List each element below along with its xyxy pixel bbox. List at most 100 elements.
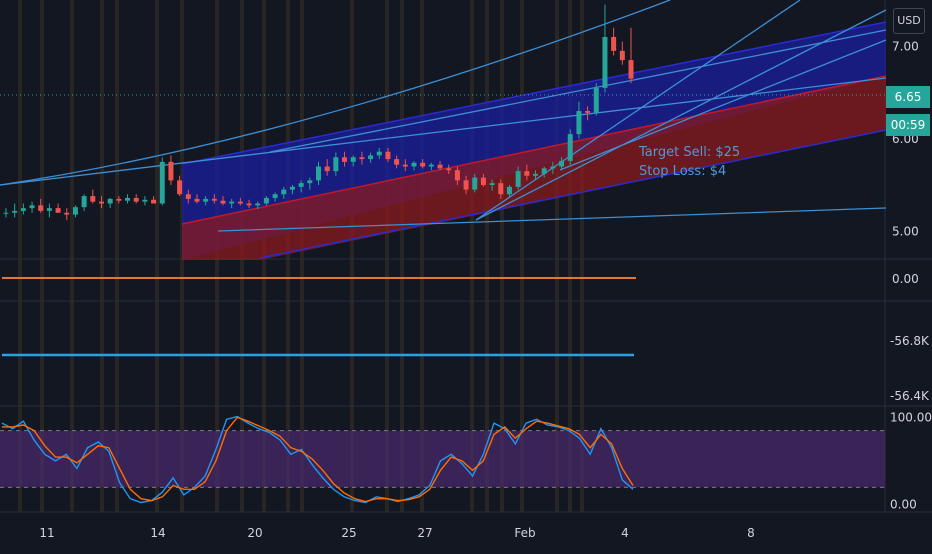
stoch-k-line <box>1 415 634 504</box>
candle-body <box>246 203 252 206</box>
session-stripe <box>520 0 524 512</box>
stoch-axis-label: 0.00 <box>890 497 917 511</box>
session-stripe <box>18 0 22 512</box>
session-stripe <box>40 0 44 512</box>
time-axis-label: 27 <box>417 526 432 540</box>
session-stripe <box>100 0 104 512</box>
session-stripe <box>500 0 504 512</box>
candle-body <box>38 205 44 211</box>
trendline-upper <box>269 29 887 153</box>
trendline-short <box>559 39 887 171</box>
candle-body <box>125 197 131 201</box>
candle-body <box>420 162 426 167</box>
candle-body <box>116 198 122 201</box>
candle-body <box>29 205 35 209</box>
candle-body <box>576 111 582 135</box>
candle-body <box>489 183 495 185</box>
candle-body <box>46 208 52 211</box>
session-stripe <box>115 0 119 512</box>
candle-body <box>437 164 443 169</box>
time-axis-label: 8 <box>747 526 755 540</box>
last-price-tag: 6.65 <box>886 86 930 108</box>
candle-body <box>585 111 591 113</box>
session-stripe <box>400 0 404 512</box>
candle-body <box>385 151 391 160</box>
session-stripe <box>485 0 489 512</box>
candle-body <box>64 212 70 215</box>
candle-body <box>628 60 634 79</box>
session-stripe <box>350 0 354 512</box>
candle-body <box>55 208 61 213</box>
candle-body <box>611 37 617 51</box>
candle-body <box>593 87 599 113</box>
session-stripe <box>580 0 584 512</box>
candle-body <box>567 134 573 161</box>
candle-body <box>220 200 226 204</box>
time-axis-label: 4 <box>621 526 629 540</box>
session-stripe <box>155 0 159 512</box>
time-axis-label: 20 <box>247 526 262 540</box>
session-stripe <box>286 0 290 512</box>
candle-body <box>81 196 87 208</box>
candle-body <box>550 166 556 169</box>
candle-body <box>211 198 217 201</box>
candle-body <box>203 198 209 202</box>
candle-body <box>454 170 460 181</box>
candle-body <box>185 194 191 199</box>
countdown-tag: 00:59 <box>886 114 930 136</box>
candle-body <box>229 201 235 204</box>
target-annotation: Target Sell: $25 <box>639 145 741 160</box>
candle-body <box>289 186 295 190</box>
session-stripe <box>568 0 572 512</box>
candle-body <box>524 171 530 176</box>
candle-body <box>359 157 365 160</box>
stoch-axis-label: 100.00 <box>890 411 932 425</box>
indicator2-axis-label: -56.8K <box>890 334 930 348</box>
session-stripe <box>70 0 74 512</box>
candle-body <box>281 189 287 195</box>
candle-body <box>307 180 313 184</box>
session-stripe <box>385 0 389 512</box>
candle-body <box>506 186 512 195</box>
candle-body <box>12 210 18 213</box>
candle-body <box>446 168 452 171</box>
candle-body <box>619 50 625 61</box>
channel-lower-line <box>259 129 887 259</box>
indicator1-axis-label: 0.00 <box>892 272 919 286</box>
candle-body <box>428 164 434 167</box>
candle-body <box>333 157 339 172</box>
time-axis-label: Feb <box>514 526 535 540</box>
candle-body <box>107 198 113 204</box>
candle-body <box>168 161 174 181</box>
candle-body <box>559 160 565 167</box>
candle-body <box>3 212 9 214</box>
candle-body <box>20 208 26 211</box>
indicator2-axis-label: -56.4K <box>890 389 930 403</box>
candle-body <box>194 198 200 202</box>
candle-body <box>263 197 269 204</box>
candle-body <box>272 194 278 198</box>
candle-body <box>298 183 304 187</box>
candle-body <box>394 159 400 165</box>
channel-lower-fill <box>182 76 886 260</box>
time-axis-label: 25 <box>341 526 356 540</box>
currency-button[interactable]: USD <box>893 8 925 34</box>
price-axis-label: 7.00 <box>892 39 919 53</box>
time-axis-label: 11 <box>39 526 54 540</box>
candle-body <box>411 162 417 167</box>
trendline-fan <box>475 9 887 221</box>
candle-body <box>541 168 547 174</box>
session-stripe <box>420 0 424 512</box>
trendline-long <box>0 77 887 186</box>
stoch-d-line <box>2 416 634 503</box>
candle-body <box>533 173 539 176</box>
candle-body <box>602 37 608 88</box>
candle-body <box>151 199 157 204</box>
candle-body <box>480 177 486 185</box>
channel-upper-line <box>181 21 887 165</box>
candle-body <box>159 161 165 204</box>
candle-body <box>376 151 382 156</box>
candle-body <box>324 166 330 172</box>
